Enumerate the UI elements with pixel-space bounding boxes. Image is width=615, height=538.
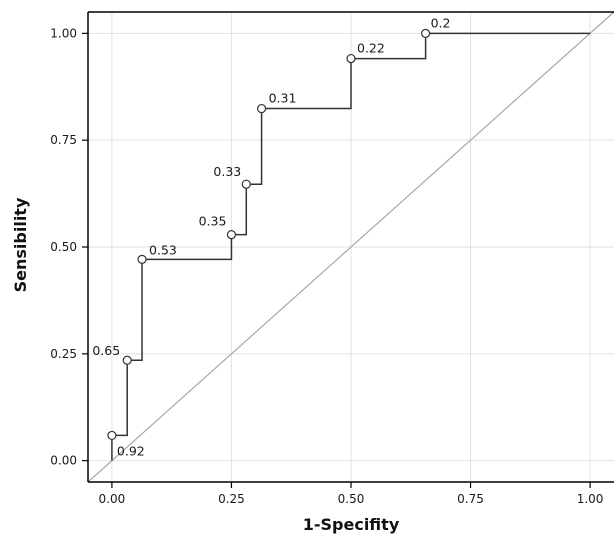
y-axis-title: Sensibility bbox=[11, 197, 30, 292]
roc-curve-group bbox=[111, 32, 591, 461]
point-label-7: 0.2 bbox=[431, 15, 451, 30]
roc-point-1 bbox=[122, 355, 132, 365]
point-label-3: 0.35 bbox=[199, 214, 227, 229]
y-tick-label-4: 1.00 bbox=[50, 26, 77, 40]
roc-point-7 bbox=[420, 28, 431, 38]
roc-point-4 bbox=[241, 179, 251, 189]
point-label-1: 0.65 bbox=[92, 343, 120, 358]
point-label-6: 0.22 bbox=[357, 41, 385, 56]
x-tick-label-1: 0.25 bbox=[218, 492, 245, 506]
point-labels-group: 0.92 0.65 0.53 0.35 0.33 0.31 0.22 0.2 bbox=[92, 15, 450, 458]
x-tick-label-3: 0.75 bbox=[457, 492, 484, 506]
point-label-2: 0.53 bbox=[149, 242, 177, 257]
roc-point-6 bbox=[346, 53, 356, 64]
x-tick-label-4: 1.00 bbox=[577, 492, 604, 506]
roc-point-3 bbox=[226, 230, 237, 240]
x-tick-label-2: 0.50 bbox=[338, 492, 365, 506]
x-tick-label-0: 0.00 bbox=[99, 492, 126, 506]
y-tick-label-3: 0.75 bbox=[50, 133, 77, 147]
roc-point-5 bbox=[256, 103, 267, 114]
reference-diagonal-line bbox=[87, 11, 615, 483]
roc-step-line-0 bbox=[111, 32, 591, 461]
y-tick-label-2: 0.50 bbox=[50, 240, 77, 254]
reference-line-group bbox=[87, 11, 615, 483]
roc-point-2 bbox=[137, 254, 147, 264]
x-axis-title: 1-Specifity bbox=[303, 515, 400, 534]
axis-ticks-group: 0.00 0.25 0.50 0.75 1.00 0.00 0.25 0.50 0.75 1.00 bbox=[50, 26, 603, 506]
point-label-0: 0.92 bbox=[117, 443, 145, 458]
point-label-4: 0.33 bbox=[213, 164, 241, 179]
y-tick-label-0: 0.00 bbox=[50, 454, 77, 468]
point-label-5: 0.31 bbox=[269, 91, 297, 106]
y-tick-label-1: 0.25 bbox=[50, 347, 77, 361]
roc-points-group bbox=[107, 28, 431, 441]
roc-point-0 bbox=[107, 430, 117, 441]
